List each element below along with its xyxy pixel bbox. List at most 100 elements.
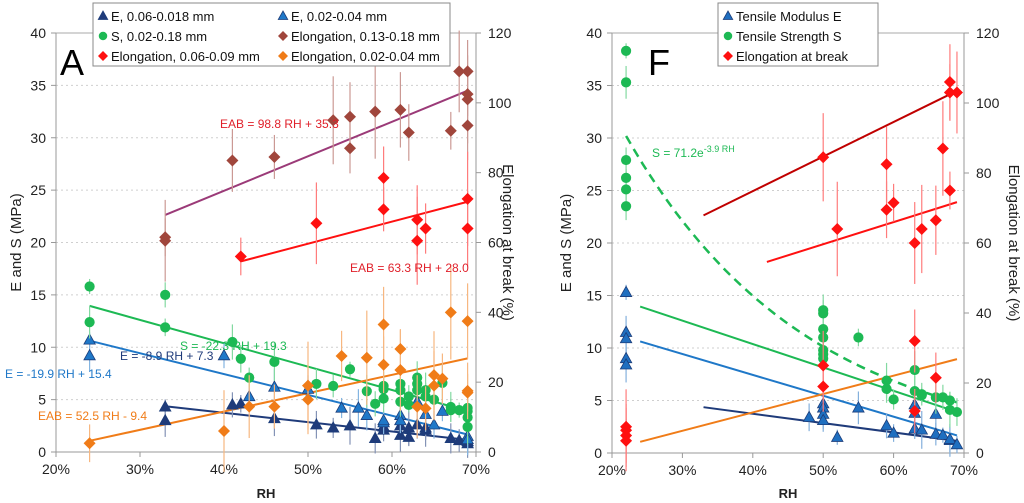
x-tick-label: 70% bbox=[950, 462, 978, 478]
data-point bbox=[453, 65, 466, 78]
legend-entry: Elongation, 0.02-0.04 mm bbox=[278, 49, 440, 64]
panel-F: 0 5 10 15 20 25 30 35 40 0 20 40 60 80 100 120 20% 30% 40%… bbox=[558, 2, 1022, 501]
data-point bbox=[880, 203, 893, 216]
data-point bbox=[929, 427, 943, 439]
y-tick-label: 30 bbox=[30, 130, 46, 146]
y2-tick-label: 100 bbox=[488, 95, 512, 111]
data-point bbox=[881, 383, 892, 395]
data-point bbox=[84, 281, 95, 292]
data-point bbox=[929, 371, 942, 384]
legend-marker-diamond-icon bbox=[278, 51, 288, 61]
data-point bbox=[881, 375, 892, 386]
data-point bbox=[444, 124, 457, 137]
data-point bbox=[943, 432, 957, 444]
data-point bbox=[326, 421, 340, 433]
trendline bbox=[766, 201, 958, 263]
data-point bbox=[852, 401, 865, 413]
data-point bbox=[83, 333, 96, 345]
trendline-equation: EAB = 63.3 RH + 28.0 bbox=[350, 261, 469, 275]
equation-exponent: -3.9 RH bbox=[704, 144, 735, 154]
data-point bbox=[402, 421, 416, 433]
panel-label: F bbox=[648, 42, 670, 83]
y-axis-label: E and S (MPa) bbox=[558, 194, 575, 292]
data-point bbox=[943, 184, 956, 197]
legend-label: Elongation, 0.02-0.04 mm bbox=[291, 49, 440, 64]
y2-tick-label: 20 bbox=[976, 375, 992, 391]
data-point bbox=[369, 105, 382, 118]
series-e-0-06-0-018-mm bbox=[158, 392, 474, 458]
data-point bbox=[816, 413, 830, 426]
data-point bbox=[436, 372, 449, 385]
y-tick-label: 15 bbox=[30, 287, 46, 303]
data-point bbox=[344, 142, 356, 155]
y-tick-label: 20 bbox=[30, 235, 46, 251]
trendline-equation: EAB = 52.5 RH - 9.4 bbox=[38, 409, 147, 423]
data-point bbox=[335, 349, 348, 362]
data-point bbox=[377, 413, 390, 426]
legend-label: Elongation at break bbox=[736, 49, 849, 64]
data-point bbox=[908, 335, 921, 347]
series-elongation-0-13-0-18-mm bbox=[159, 30, 474, 282]
trendline bbox=[639, 358, 958, 443]
data-point bbox=[619, 285, 633, 297]
data-point bbox=[411, 213, 424, 226]
data-point bbox=[84, 317, 95, 328]
data-point bbox=[880, 418, 893, 431]
trendline bbox=[639, 305, 958, 413]
data-point bbox=[419, 402, 432, 415]
trendline-equation: E = -8.9 RH + 7.3 bbox=[120, 349, 214, 363]
data-point bbox=[888, 394, 899, 405]
data-point bbox=[377, 318, 390, 331]
data-point bbox=[310, 217, 323, 230]
data-point bbox=[402, 430, 416, 442]
x-tick-label: 50% bbox=[294, 461, 322, 477]
data-point bbox=[619, 331, 633, 344]
data-point bbox=[226, 398, 239, 410]
data-point bbox=[620, 184, 632, 195]
data-point bbox=[302, 393, 314, 406]
data-point bbox=[887, 426, 900, 438]
series-elongation-0-02-0-04-mm bbox=[83, 265, 474, 472]
data-point bbox=[943, 76, 956, 88]
y-tick-label: 5 bbox=[594, 393, 602, 409]
data-point bbox=[160, 289, 171, 300]
data-point bbox=[830, 430, 844, 442]
y2-tick-label: 60 bbox=[488, 235, 504, 251]
x-tick-label: 60% bbox=[378, 461, 406, 477]
data-point bbox=[360, 408, 374, 420]
y-tick-label: 10 bbox=[586, 340, 602, 356]
data-point bbox=[461, 65, 474, 78]
data-point bbox=[880, 158, 893, 171]
data-point bbox=[83, 348, 96, 361]
data-point bbox=[235, 353, 246, 364]
data-point bbox=[444, 306, 457, 319]
data-point bbox=[950, 437, 964, 450]
trendline bbox=[89, 304, 468, 412]
data-point bbox=[461, 192, 474, 205]
y-tick-label: 30 bbox=[586, 130, 602, 146]
data-point bbox=[377, 358, 390, 371]
data-point bbox=[831, 223, 844, 235]
series-elongation-0-06-0-09-mm bbox=[234, 146, 474, 285]
data-point bbox=[461, 315, 474, 328]
y2-tick-label: 120 bbox=[976, 25, 1000, 41]
data-point bbox=[929, 214, 942, 227]
trendline bbox=[639, 340, 958, 437]
data-point bbox=[243, 400, 256, 413]
data-point bbox=[226, 154, 239, 167]
legend-label: S, 0.02-0.18 mm bbox=[111, 29, 207, 44]
data-point bbox=[234, 396, 248, 409]
data-point bbox=[620, 154, 632, 166]
data-point bbox=[83, 437, 96, 450]
data-point bbox=[951, 406, 963, 418]
data-point bbox=[394, 363, 407, 376]
x-tick-label: 20% bbox=[42, 461, 70, 477]
legend: Tensile Modulus E Tensile Strength S Elong… bbox=[717, 2, 879, 67]
y2-tick-label: 80 bbox=[488, 165, 504, 181]
trendline bbox=[625, 135, 958, 404]
data-point bbox=[227, 336, 238, 348]
x-tick-label: 20% bbox=[598, 462, 626, 478]
data-point bbox=[158, 400, 172, 412]
y-tick-label: 5 bbox=[38, 392, 46, 408]
